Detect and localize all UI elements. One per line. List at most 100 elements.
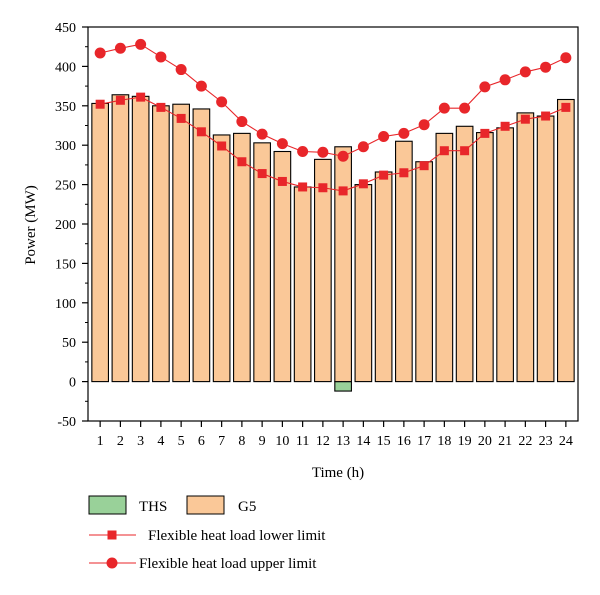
x-tick-label: 19: [458, 434, 472, 449]
bar-g5-14: [354, 184, 373, 383]
legend-label-g5: G5: [238, 499, 256, 515]
point-lower-limit-10: [277, 176, 287, 186]
point-upper-limit-6: [195, 80, 207, 92]
point-upper-limit-8: [236, 116, 248, 128]
bar-g5-18: [435, 132, 454, 383]
point-lower-limit-9: [257, 169, 267, 179]
point-lower-limit-17: [419, 161, 429, 171]
point-lower-limit-22: [520, 114, 530, 124]
bar-g5-3: [131, 95, 150, 383]
x-tick-label: 23: [539, 434, 553, 449]
point-upper-limit-23: [540, 61, 552, 73]
bars-layer: [91, 94, 575, 392]
point-upper-limit-13: [337, 150, 349, 162]
point-upper-limit-16: [398, 127, 410, 139]
point-upper-limit-11: [297, 146, 309, 157]
point-lower-limit-19: [460, 146, 470, 156]
line-upper-limit: [100, 43, 567, 157]
x-tick-label: 15: [377, 434, 391, 449]
point-upper-limit-12: [317, 146, 329, 158]
bar-g5-15: [374, 171, 393, 383]
point-upper-limit-3: [135, 38, 147, 50]
point-lower-limit-20: [480, 128, 490, 138]
x-tick-label: 4: [157, 434, 164, 449]
legend-swatch-ths: [88, 495, 127, 515]
bar-g5-2: [111, 94, 130, 383]
point-lower-limit-24: [561, 102, 571, 112]
x-tick-label: 24: [559, 434, 573, 449]
point-lower-limit-1: [95, 99, 105, 109]
y-tick-label: 250: [55, 179, 76, 194]
point-lower-limit-21: [500, 121, 510, 131]
point-upper-limit-17: [418, 119, 430, 131]
x-tick-label: 6: [198, 434, 205, 449]
point-upper-limit-7: [216, 96, 228, 108]
point-lower-limit-6: [196, 127, 206, 137]
y-tick-label: 150: [55, 257, 76, 272]
point-lower-limit-2: [115, 95, 125, 105]
bar-g5-17: [415, 161, 433, 383]
point-upper-limit-1: [94, 47, 106, 59]
x-tick-label: 11: [296, 434, 309, 449]
y-tick-label: -50: [57, 415, 76, 430]
point-upper-limit-4: [155, 51, 167, 63]
point-upper-limit-18: [438, 102, 450, 114]
y-tick-label: 50: [62, 336, 76, 351]
point-lower-limit-11: [298, 182, 308, 192]
x-tick-label: 17: [417, 434, 431, 449]
bar-g5-19: [455, 125, 474, 383]
x-tick-label: 18: [437, 434, 451, 449]
point-upper-limit-24: [560, 52, 572, 64]
point-lower-limit-4: [156, 102, 166, 112]
x-tick-label: 12: [316, 434, 330, 449]
x-tick-label: 5: [178, 434, 185, 449]
point-lower-limit-15: [379, 170, 389, 180]
y-tick-label: 0: [69, 376, 76, 391]
bar-g5-11: [293, 186, 312, 383]
x-tick-label: 16: [397, 434, 411, 449]
x-tick-label: 13: [336, 434, 350, 449]
line-lower-limit: [100, 96, 567, 192]
bar-g5-22: [516, 112, 535, 383]
point-upper-limit-15: [378, 131, 390, 143]
point-lower-limit-14: [358, 179, 368, 189]
x-tick-label: 2: [117, 434, 124, 449]
bar-g5-10: [273, 150, 292, 383]
point-lower-limit-23: [541, 111, 551, 121]
point-upper-limit-10: [276, 138, 288, 150]
y-tick-label: 400: [55, 60, 76, 75]
x-tick-label: 22: [518, 434, 532, 449]
legend-label-lower: Flexible heat load lower limit: [148, 528, 326, 544]
y-tick-label: 450: [55, 21, 76, 36]
y-axis-title: Power (MW): [23, 185, 39, 265]
bar-ths-13: [334, 381, 352, 392]
point-lower-limit-12: [318, 183, 328, 193]
y-tick-label: 350: [55, 100, 76, 115]
point-upper-limit-2: [114, 42, 126, 54]
bar-g5-12: [314, 158, 332, 383]
point-lower-limit-13: [338, 186, 348, 196]
x-tick-label: 8: [238, 434, 245, 449]
bar-g5-20: [476, 132, 494, 383]
y-tick-label: 200: [55, 218, 76, 233]
bar-g5-1: [91, 102, 109, 383]
point-upper-limit-22: [519, 66, 531, 78]
x-tick-label: 21: [498, 434, 512, 449]
bar-g5-16: [395, 140, 413, 383]
bar-g5-4: [152, 105, 170, 383]
x-tick-label: 10: [275, 434, 289, 449]
bar-g5-6: [192, 108, 211, 383]
x-tick-label: 7: [218, 434, 225, 449]
point-upper-limit-19: [459, 102, 471, 114]
legend: THS G5 Flexible heat load lower limit Flexi…: [88, 495, 326, 572]
bar-g5-8: [233, 132, 251, 383]
x-tick-label: 20: [478, 434, 492, 449]
x-tick-label: 9: [259, 434, 266, 449]
legend-swatch-g5: [186, 495, 225, 515]
bar-g5-13: [334, 146, 352, 383]
x-tick-label: 3: [137, 434, 144, 449]
bar-g5-5: [172, 103, 190, 383]
point-lower-limit-18: [439, 146, 449, 156]
